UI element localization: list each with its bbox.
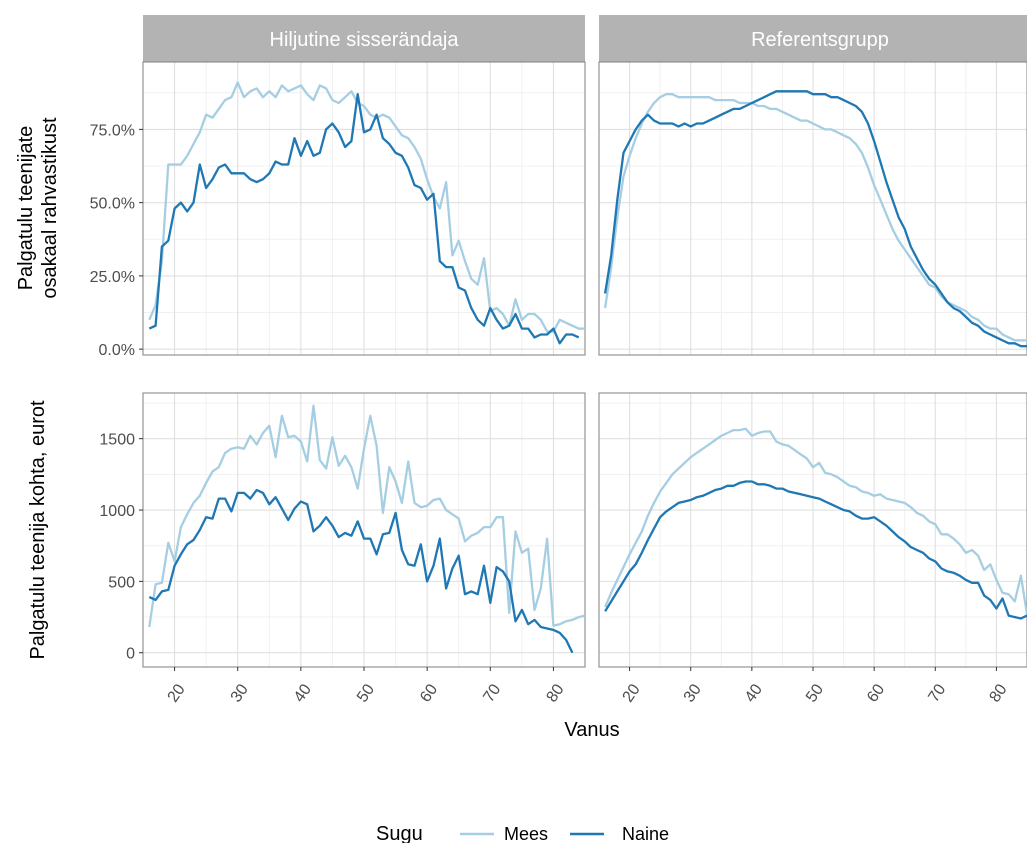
x-tick-label: 20: [165, 681, 189, 705]
legend-label-mees: Mees: [504, 824, 548, 843]
x-tick-label: 70: [480, 681, 504, 705]
strip-hiljutine: Hiljutine sisserändaja: [143, 15, 585, 62]
y-tick-label: 1500: [99, 432, 135, 449]
panel-r1-c0: 0 500 1000 1500 20 30 40 50 60 70 80: [99, 392, 586, 706]
panel-border: [598, 61, 1027, 356]
x-tick-label: 80: [986, 681, 1010, 705]
series-line-mees: [148, 81, 585, 333]
x-tick-label: 60: [864, 681, 888, 705]
series-line-mees: [148, 404, 586, 628]
y-tick-label: 0.0%: [99, 342, 135, 359]
x-tick-label: 70: [925, 681, 949, 705]
legend-title: Sugu: [376, 823, 423, 843]
strip-label-referents: Referentsgrupp: [751, 29, 889, 51]
series-line-naine: [604, 480, 1027, 620]
panels: 0.0% 25.0% 50.0% 75.0% 0 500 1000 1500 20 30 40 50 6…: [90, 61, 1027, 706]
strip-referents: Referentsgrupp: [599, 15, 1027, 62]
x-tick-label: 40: [291, 681, 315, 705]
y-tick-label: 50.0%: [90, 196, 135, 213]
x-tick-label: 30: [681, 681, 705, 705]
series-line-mees: [603, 93, 1027, 342]
legend: Sugu Mees Naine: [376, 823, 669, 843]
panel-r0-c0: 0.0% 25.0% 50.0% 75.0%: [90, 61, 586, 359]
series-line-naine: [603, 90, 1027, 348]
x-tick-label: 40: [742, 681, 766, 705]
y-tick-label: 500: [108, 574, 135, 591]
x-axis-title: Vanus: [564, 719, 619, 741]
y-tick-label: 1000: [99, 503, 135, 520]
y-tick-label: 25.0%: [90, 269, 135, 286]
x-tick-label: 30: [228, 681, 252, 705]
x-tick-label: 60: [417, 681, 441, 705]
series-line-mees: [604, 427, 1027, 615]
y-tick-label: 0: [126, 646, 135, 663]
y-axis-title-bottom: Palgatulu teenija kohta, eurot: [27, 400, 49, 660]
series-line-naine: [148, 93, 580, 345]
panel-border: [142, 61, 586, 356]
legend-label-naine: Naine: [622, 824, 669, 843]
series-line-naine: [148, 488, 574, 654]
panel-r1-c1: 20 30 40 50 60 70 80: [598, 392, 1027, 706]
x-tick-label: 80: [543, 681, 567, 705]
y-axis-title-top-line1: Palgatulu teenijate: [15, 126, 37, 291]
strip-label-hiljutine: Hiljutine sisserändaja: [270, 29, 460, 51]
x-tick-label: 50: [354, 681, 378, 705]
panel-r0-c1: [598, 61, 1027, 356]
x-tick-label: 20: [620, 681, 644, 705]
x-tick-label: 50: [803, 681, 827, 705]
y-tick-label: 75.0%: [90, 122, 135, 139]
y-axis-title-top-line2: osakaal rahvastikust: [39, 117, 61, 299]
